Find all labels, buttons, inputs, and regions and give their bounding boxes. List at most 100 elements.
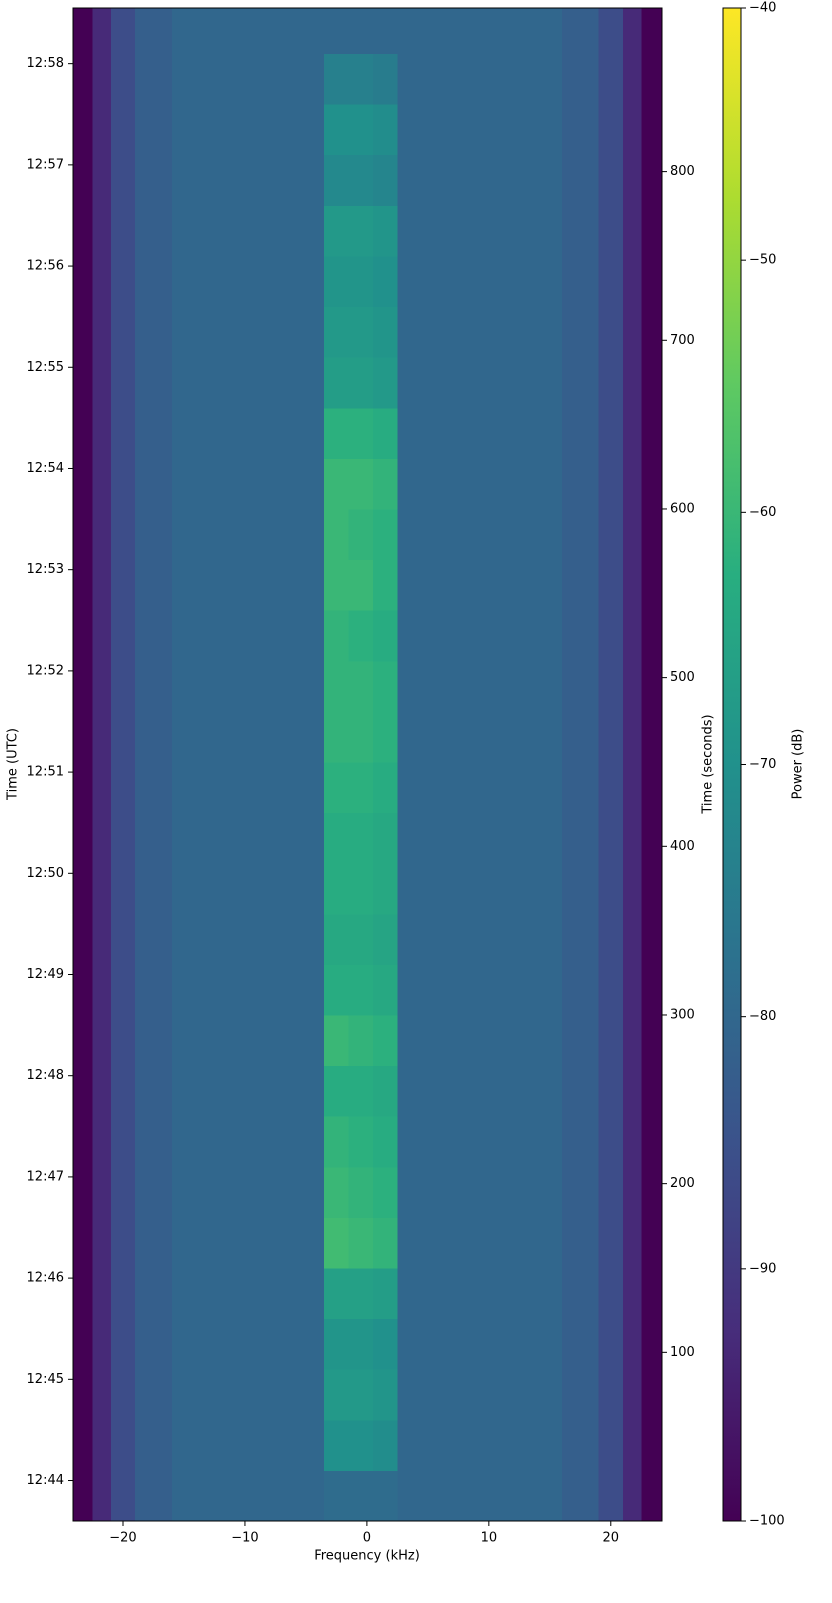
cell [641, 863, 663, 915]
cell [73, 357, 94, 409]
cell [110, 1369, 136, 1421]
cell [622, 1014, 642, 1067]
cell [73, 1318, 94, 1370]
cell [135, 812, 173, 864]
cell [135, 559, 173, 611]
cell [135, 610, 173, 662]
cell [92, 1116, 112, 1168]
cell [110, 1116, 136, 1168]
cell [73, 711, 94, 763]
cell [622, 357, 642, 409]
cell [324, 660, 350, 712]
cell [348, 1470, 374, 1522]
cell [372, 761, 398, 814]
cell [641, 357, 663, 409]
cell [348, 812, 374, 864]
cell [562, 508, 600, 561]
cell [135, 357, 173, 409]
cell [372, 255, 398, 308]
cell [348, 508, 374, 561]
cell [171, 559, 325, 611]
cell [397, 660, 563, 712]
cell [622, 812, 642, 864]
cell [598, 1369, 624, 1421]
cell [171, 1014, 325, 1067]
cell [397, 1369, 563, 1421]
y2-tick-label: 600 [670, 501, 695, 516]
colorbar-tick-label: −80 [749, 1009, 776, 1024]
cell [641, 1116, 663, 1168]
cell [598, 8, 624, 55]
cell [641, 1065, 663, 1117]
cell [562, 863, 600, 915]
cell [397, 913, 563, 965]
cell [372, 306, 398, 358]
cell [641, 508, 663, 561]
cell [397, 964, 563, 1016]
cell [73, 1369, 94, 1421]
cell [397, 1267, 563, 1320]
cell [598, 913, 624, 965]
cell [92, 154, 112, 206]
y-axis-label: Time (UTC) [6, 728, 21, 801]
cell [562, 1470, 600, 1522]
cell [73, 610, 94, 662]
cell [641, 1267, 663, 1320]
cell [92, 1267, 112, 1320]
cell [92, 863, 112, 915]
cell [562, 660, 600, 712]
y-tick-label: 12:47 [27, 1169, 64, 1184]
cell [372, 812, 398, 864]
cell [397, 104, 563, 156]
cell [622, 1369, 642, 1421]
cell [562, 1419, 600, 1471]
y-tick-label: 12:48 [27, 1068, 64, 1083]
cell [73, 508, 94, 561]
cell [110, 711, 136, 763]
colorbar-label: Power (dB) [791, 729, 806, 800]
plot-frame [72, 7, 663, 1522]
cell [397, 1419, 563, 1471]
cell [562, 812, 600, 864]
cell [135, 1116, 173, 1168]
cell [397, 1065, 563, 1117]
x-tick-label: 0 [363, 1531, 371, 1546]
cell [73, 1014, 94, 1067]
cell [135, 8, 173, 55]
cell [622, 1116, 642, 1168]
cell [562, 306, 600, 358]
cell [641, 559, 663, 611]
cell [171, 1267, 325, 1320]
cell [110, 660, 136, 712]
cell [562, 407, 600, 459]
x-tick-label: 20 [603, 1531, 620, 1546]
heatmap [73, 8, 663, 1522]
cell [372, 1116, 398, 1168]
cell [622, 205, 642, 257]
cell [171, 53, 325, 105]
cell [110, 761, 136, 814]
cell [562, 913, 600, 965]
cell [598, 1116, 624, 1168]
cell [622, 306, 642, 358]
colorbar-tick-label: −60 [749, 505, 776, 520]
cell [73, 812, 94, 864]
cell [324, 1065, 350, 1117]
y-tick-label: 12:45 [27, 1372, 64, 1387]
cell [110, 8, 136, 55]
cell [397, 1166, 563, 1218]
cell [135, 1217, 173, 1269]
cell [641, 1318, 663, 1370]
cell [324, 1470, 350, 1522]
cell [73, 761, 94, 814]
y2-tick-label: 800 [670, 164, 695, 179]
cell [92, 964, 112, 1016]
cell [562, 964, 600, 1016]
cell [641, 104, 663, 156]
cell [171, 711, 325, 763]
cell [397, 1318, 563, 1370]
cell [92, 559, 112, 611]
cell [622, 1470, 642, 1522]
cell [92, 508, 112, 561]
colorbar [722, 7, 742, 1522]
